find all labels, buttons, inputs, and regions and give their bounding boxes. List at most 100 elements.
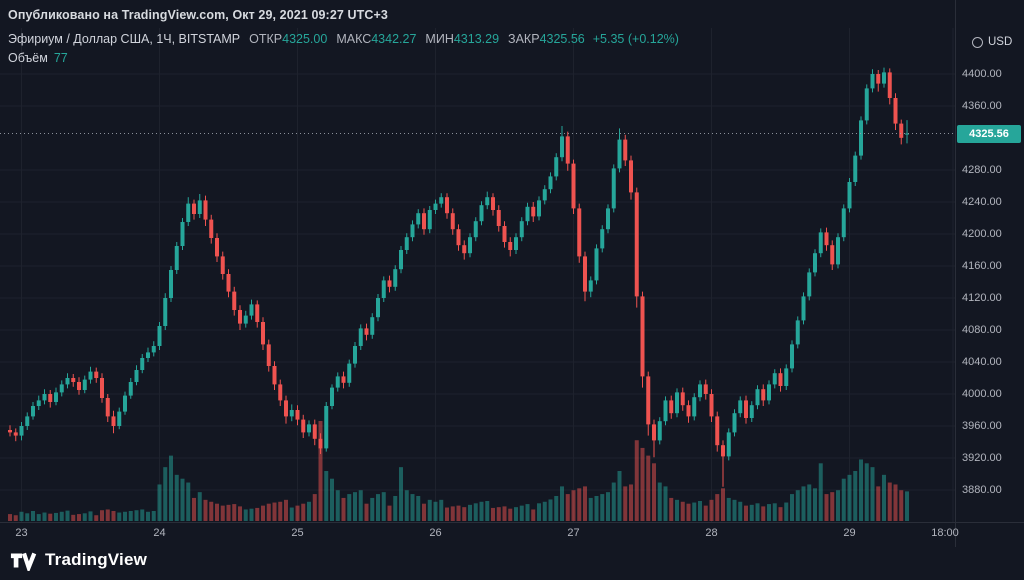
time-tick-label: 24 <box>153 527 166 539</box>
currency-chip[interactable]: USD <box>972 36 1012 48</box>
tradingview-brand[interactable]: TradingView <box>45 550 148 569</box>
candle-body <box>88 371 93 380</box>
volume-bar <box>220 505 225 521</box>
price-tick-label: 4240.00 <box>962 196 1002 208</box>
volume-bar <box>100 510 104 521</box>
candle-body <box>335 376 340 388</box>
volume-bar <box>370 497 375 521</box>
volume-bar <box>795 490 800 521</box>
candle-body <box>347 363 352 383</box>
candle-body <box>537 200 541 217</box>
candle-body <box>795 320 800 345</box>
candle-body <box>289 410 294 417</box>
volume-bar <box>514 507 518 521</box>
candle-body <box>364 328 369 335</box>
volume-bar <box>761 506 766 521</box>
volume-bar <box>491 507 495 521</box>
candle-body <box>761 389 766 401</box>
volume-bar <box>13 515 18 521</box>
candle-body <box>59 384 64 393</box>
candle-body <box>381 280 386 298</box>
symbol-title: Эфириум / Доллар США, 1Ч, BITSTAMP <box>8 32 241 46</box>
candle-body <box>496 210 501 226</box>
volume-bar <box>215 503 219 521</box>
candle-body <box>203 200 208 220</box>
volume-bar <box>801 486 806 521</box>
candle-body <box>870 74 875 89</box>
volume-bar <box>772 503 777 521</box>
candle-body <box>663 400 668 422</box>
volume-bar <box>778 507 783 521</box>
volume-bar <box>307 501 311 521</box>
volume-bar <box>134 510 139 521</box>
volume-bar <box>882 474 886 521</box>
volume-bar <box>249 508 254 521</box>
volume-bar <box>128 511 133 521</box>
candle-body <box>905 133 909 135</box>
tradingview-logo-icon[interactable] <box>10 549 38 571</box>
high-label: МАКС <box>336 32 372 46</box>
price-tick-label: 4000.00 <box>962 388 1002 400</box>
candle-body <box>157 326 162 346</box>
candle-body <box>571 163 576 209</box>
candle-body <box>698 384 702 398</box>
volume-bar <box>692 502 697 521</box>
volume-bar <box>813 488 817 521</box>
volume-bar <box>531 509 536 521</box>
candle-body <box>778 373 783 386</box>
candle-body <box>600 229 605 249</box>
candle-body <box>726 432 731 457</box>
candle-body <box>192 203 196 214</box>
volume-bar <box>59 511 64 521</box>
candle-body <box>295 410 300 420</box>
candle-body <box>243 315 248 324</box>
candle-body <box>410 224 415 238</box>
candle-body <box>887 72 892 98</box>
candle-body <box>393 269 398 287</box>
price-axis[interactable]: 4400.00 4360.00 4280.00 4240.00 4200.00 4160.… <box>962 0 1022 522</box>
candle-body <box>404 237 409 250</box>
candle-body <box>508 242 513 250</box>
change-value: +5.35 (+0.12%) <box>592 32 679 46</box>
volume-bar <box>611 482 616 521</box>
volume-bar <box>36 514 41 521</box>
volume-bar <box>151 511 156 521</box>
volume-bar <box>71 514 76 521</box>
price-tick-label: 4400.00 <box>962 68 1002 80</box>
candle-body <box>715 416 720 446</box>
volume-bar <box>663 486 668 521</box>
candle-body <box>468 237 472 254</box>
volume-label: Объём <box>8 51 48 65</box>
volume-bar <box>669 497 674 521</box>
candle-body <box>215 238 219 257</box>
candle-body <box>318 438 323 449</box>
candle-body <box>646 376 651 425</box>
volume-bar <box>807 484 812 521</box>
volume-bar <box>192 497 196 521</box>
candle-body <box>255 304 260 322</box>
volume-bar <box>887 482 892 521</box>
volume-bar <box>358 490 363 521</box>
candle-body <box>105 398 110 417</box>
volume-bar <box>468 504 472 521</box>
time-axis[interactable]: 23 24 25 26 27 28 29 18:00 <box>0 527 1024 545</box>
candle-body <box>485 197 490 206</box>
volume-bar <box>381 492 386 521</box>
volume-bar <box>606 492 610 521</box>
low-value: 4313.29 <box>453 32 500 46</box>
chart-legend: Эфириум / Доллар США, 1Ч, BITSTAMP ОТКР43… <box>8 32 679 46</box>
candle-body <box>680 392 685 406</box>
volume-row: Объём 77 <box>8 51 68 65</box>
volume-bar <box>836 490 840 521</box>
volume-bar <box>721 488 725 521</box>
candle-body <box>617 139 622 169</box>
candle-body <box>82 379 87 390</box>
candle-body <box>767 384 771 401</box>
candle-body <box>422 213 426 230</box>
candle-body <box>272 366 277 385</box>
candle-body <box>94 371 99 378</box>
volume-bar <box>588 497 593 521</box>
volume-bar <box>554 496 559 521</box>
volume-bar <box>726 497 731 521</box>
